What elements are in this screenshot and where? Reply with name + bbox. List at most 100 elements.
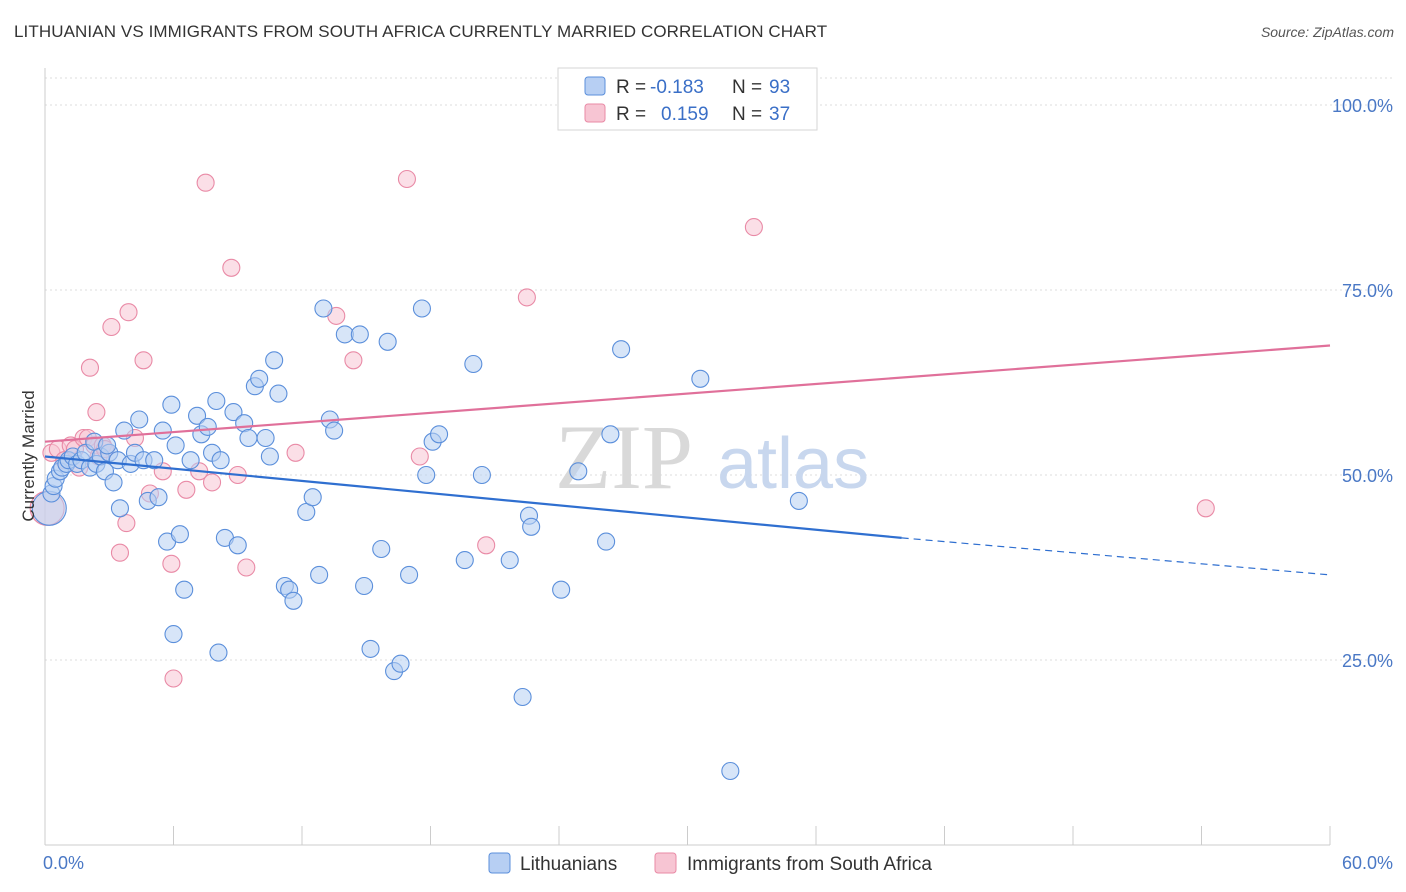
lithuanians-point-66 xyxy=(372,539,391,559)
immigrants-point-33 xyxy=(344,351,363,370)
lithuanians-point-36 xyxy=(188,406,207,425)
lithuanians-point-61 xyxy=(325,421,344,440)
immigrants-point-35 xyxy=(410,447,429,466)
lithuanians-point-70 xyxy=(400,565,419,584)
lithuanians-point-91 xyxy=(209,643,228,662)
immigrants-point-22 xyxy=(162,554,181,573)
lithuanians-point-75 xyxy=(455,551,474,570)
legend-n-value-1: 93 xyxy=(769,77,790,98)
trend-line-lithuanians-extension xyxy=(901,537,1331,576)
lithuanians-point-57 xyxy=(303,488,322,507)
lithuanians-point-87 xyxy=(691,369,710,388)
lithuanians-point-92 xyxy=(98,436,117,455)
lithuanians-point-67 xyxy=(378,332,397,351)
lithuanians-point-31 xyxy=(162,395,181,414)
lithuanians-point-20 xyxy=(110,499,130,518)
lithuanians-point-79 xyxy=(513,687,532,707)
x-tick-label-1: 60.0% xyxy=(1342,853,1393,873)
lithuanians-point-35 xyxy=(181,451,200,470)
immigrants-point-39 xyxy=(1196,499,1215,518)
immigrants-point-38 xyxy=(744,218,763,237)
y-tick-label-1: 50.0% xyxy=(1342,466,1393,486)
legend-swatch-blue xyxy=(584,76,606,96)
y-tick-label-3: 100.0% xyxy=(1332,96,1393,116)
bottom-legend-swatch-blue xyxy=(488,852,511,874)
legend-r-label-2: R = xyxy=(616,104,646,125)
immigrants-point-31 xyxy=(286,443,305,462)
lithuanians-point-72 xyxy=(417,465,436,485)
lithuanians-point-55 xyxy=(284,591,303,610)
legend-swatch-pink xyxy=(584,103,606,123)
lithuanians-point-28 xyxy=(149,488,168,507)
watermark-atlas: atlas xyxy=(717,424,869,504)
y-tick-label-0: 25.0% xyxy=(1342,651,1393,671)
immigrants-point-37 xyxy=(517,288,536,307)
immigrants-point-23 xyxy=(164,669,183,688)
immigrants-point-30 xyxy=(237,558,256,577)
lithuanians-point-58 xyxy=(310,565,329,584)
bottom-legend: Lithuanians Immigrants from South Africa xyxy=(488,852,932,875)
lithuanians-point-64 xyxy=(355,576,374,596)
lithuanians-point-89 xyxy=(789,491,808,510)
lithuanians-point-63 xyxy=(350,325,369,344)
legend-n-label-2: N = xyxy=(732,104,762,125)
source-label: Source: ZipAtlas.com xyxy=(1260,24,1394,40)
lithuanians-point-59 xyxy=(314,299,333,318)
legend-r-label-1: R = xyxy=(616,77,646,98)
immigrants-point-24 xyxy=(177,480,196,499)
legend-r-value-1: -0.183 xyxy=(650,77,704,98)
lithuanians-point-88 xyxy=(721,761,740,781)
lithuanians-point-24 xyxy=(130,410,149,429)
immigrants-point-10 xyxy=(87,403,106,422)
lithuanians-point-52 xyxy=(269,384,288,403)
y-tick-label-2: 75.0% xyxy=(1342,281,1393,301)
immigrants-point-14 xyxy=(102,317,121,337)
immigrants-point-40 xyxy=(80,358,100,377)
lithuanians-point-44 xyxy=(228,536,247,555)
lithuanians-point-29 xyxy=(153,421,172,440)
immigrants-point-19 xyxy=(134,351,153,370)
immigrants-point-17 xyxy=(119,303,138,322)
lithuanians-point-32 xyxy=(166,436,185,455)
lithuanians-point-43 xyxy=(224,403,243,422)
bottom-legend-swatch-pink xyxy=(654,852,677,874)
lithuanians-point-86 xyxy=(612,340,631,359)
watermark: ZIP atlas xyxy=(555,406,869,508)
lithuanians-point-85 xyxy=(601,425,620,444)
lithuanians-point-90 xyxy=(164,625,183,644)
lithuanians-point-76 xyxy=(464,354,483,374)
lithuanians-point-49 xyxy=(256,428,275,448)
immigrants-point-34 xyxy=(397,169,416,189)
lithuanians-point-34 xyxy=(175,580,194,599)
lithuanians-point-84 xyxy=(597,532,616,551)
trend-lines xyxy=(44,344,1331,576)
lithuanians-point-71 xyxy=(412,299,431,318)
legend: R = -0.183 N = 93 R = 0.159 N = 37 xyxy=(557,67,818,131)
lithuanians-point-50 xyxy=(260,447,279,466)
lithuanians-point-82 xyxy=(552,580,571,599)
immigrants-point-27 xyxy=(203,473,222,492)
lithuanians-point-41 xyxy=(211,451,230,470)
y-axis-title: Currently Married xyxy=(19,390,38,521)
lithuanians-point-40 xyxy=(207,391,226,411)
lithuanians-point-48 xyxy=(250,369,269,388)
immigrants-point-28 xyxy=(222,258,241,277)
lithuanians-point-78 xyxy=(500,551,519,570)
chart-title: LITHUANIAN VS IMMIGRANTS FROM SOUTH AFRI… xyxy=(14,22,828,41)
lithuanians-point-69 xyxy=(391,654,410,673)
lithuanians-point-83 xyxy=(569,462,588,481)
x-tick-label-0: 0.0% xyxy=(43,853,84,873)
lithuanians-point-77 xyxy=(472,465,491,485)
lithuanians-point-27 xyxy=(145,451,164,470)
lithuanians-point-18 xyxy=(104,473,123,492)
legend-r-value-2: 0.159 xyxy=(661,104,709,125)
series-lithuanians-points xyxy=(31,299,808,781)
tick-labels: 25.0% 50.0% 75.0% 100.0% 0.0% 60.0% xyxy=(43,96,1393,873)
trend-line-immigrants xyxy=(44,344,1331,443)
lithuanians-point-51 xyxy=(265,351,284,370)
watermark-zip: ZIP xyxy=(555,406,693,508)
bottom-legend-immigrants: Immigrants from South Africa xyxy=(687,854,932,875)
immigrants-point-36 xyxy=(477,536,496,555)
lithuanians-point-74 xyxy=(430,425,449,444)
